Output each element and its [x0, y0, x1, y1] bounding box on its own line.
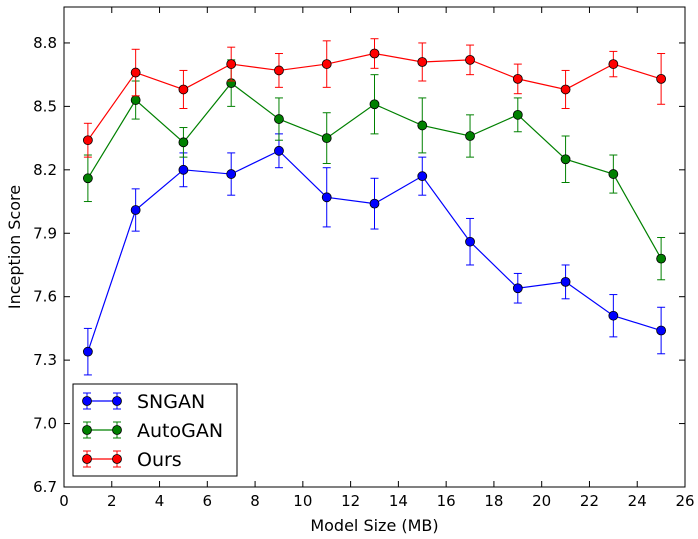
y-tick-label: 7.9 — [33, 224, 57, 242]
autogan-point — [321, 133, 332, 144]
sngan-point — [560, 276, 571, 287]
ours-point — [560, 84, 571, 95]
x-tick-label: 24 — [628, 492, 647, 510]
x-tick-label: 22 — [580, 492, 599, 510]
tick-layer: 0 2 4 6 8 10 12 14 16 18 20 22 24 266.77.07.37.67.98.… — [33, 7, 695, 510]
y-tick-label: 7.6 — [33, 288, 57, 306]
sngan-point — [369, 198, 380, 209]
autogan-point — [82, 173, 93, 184]
ours-point — [321, 59, 332, 69]
legend-marker-sngan — [82, 396, 92, 406]
ours-point — [417, 57, 428, 67]
legend-marker-ours — [82, 454, 92, 464]
autogan-point — [512, 109, 523, 120]
legend-marker-sngan — [112, 396, 122, 406]
ours-point — [130, 67, 141, 78]
sngan-point — [226, 169, 237, 179]
legend-label-ours: Ours — [137, 449, 182, 471]
autogan-point — [560, 154, 571, 165]
sngan-point — [82, 346, 93, 357]
series-ours — [82, 38, 667, 158]
x-tick-label: 2 — [107, 492, 117, 510]
x-tick-label: 16 — [437, 492, 456, 510]
legend-marker-ours — [112, 454, 122, 464]
legend-entry-ours: Ours — [82, 449, 182, 471]
legend-marker-autogan — [112, 425, 122, 435]
autogan-point — [178, 137, 189, 148]
sngan-point — [321, 192, 332, 203]
x-tick-label: 18 — [484, 492, 503, 510]
sngan-point — [417, 171, 428, 182]
legend-label-sngan: SNGAN — [137, 391, 205, 413]
x-tick-label: 10 — [293, 492, 312, 510]
plot-frame — [63, 6, 686, 488]
y-tick-label: 7.0 — [33, 415, 57, 433]
sngan-point — [274, 145, 284, 156]
autogan-point — [656, 253, 667, 264]
x-tick-label: 6 — [203, 492, 213, 510]
ours-point — [608, 59, 619, 69]
y-tick-label: 8.2 — [33, 161, 57, 179]
x-tick-label: 0 — [59, 492, 69, 510]
x-tick-label: 4 — [155, 492, 165, 510]
x-tick-label: 26 — [675, 492, 694, 510]
ours-point — [226, 59, 237, 69]
sngan-point — [608, 310, 619, 321]
legend-label-autogan: AutoGAN — [137, 420, 223, 442]
sngan-point — [656, 325, 667, 336]
x-axis-label: Model Size (MB) — [310, 516, 438, 535]
x-tick-label: 14 — [389, 492, 408, 510]
series-sngan — [82, 133, 667, 376]
legend-entry-autogan: AutoGAN — [82, 420, 223, 442]
y-tick-label: 8.8 — [33, 34, 57, 52]
ours-point — [178, 84, 189, 95]
sngan-point — [465, 236, 475, 247]
x-tick-label: 20 — [532, 492, 551, 510]
y-tick-label: 6.7 — [33, 478, 57, 496]
ours-point — [465, 54, 475, 65]
sngan-point — [178, 164, 189, 175]
autogan-point — [369, 99, 380, 110]
legend: SNGAN AutoGAN Ours — [72, 383, 238, 477]
y-tick-label: 7.3 — [33, 351, 57, 369]
autogan-point — [417, 120, 428, 131]
autogan-point — [274, 114, 284, 124]
y-axis-label: Inception Score — [5, 185, 24, 309]
legend-entry-sngan: SNGAN — [82, 391, 205, 413]
autogan-point — [465, 131, 475, 141]
autogan-point — [608, 169, 619, 179]
ours-point — [369, 48, 380, 59]
sngan-point — [130, 205, 141, 215]
series-layer — [82, 38, 667, 376]
legend-marker-autogan — [82, 425, 92, 435]
autogan-point — [130, 95, 141, 105]
series-autogan — [82, 59, 667, 281]
ours-point — [512, 73, 523, 84]
ours-point — [274, 65, 284, 76]
ours-point — [82, 135, 93, 146]
sngan-point — [512, 283, 523, 294]
x-tick-label: 12 — [341, 492, 360, 510]
x-tick-label: 8 — [250, 492, 260, 510]
y-tick-label: 8.5 — [33, 97, 57, 115]
ours-point — [656, 73, 667, 84]
